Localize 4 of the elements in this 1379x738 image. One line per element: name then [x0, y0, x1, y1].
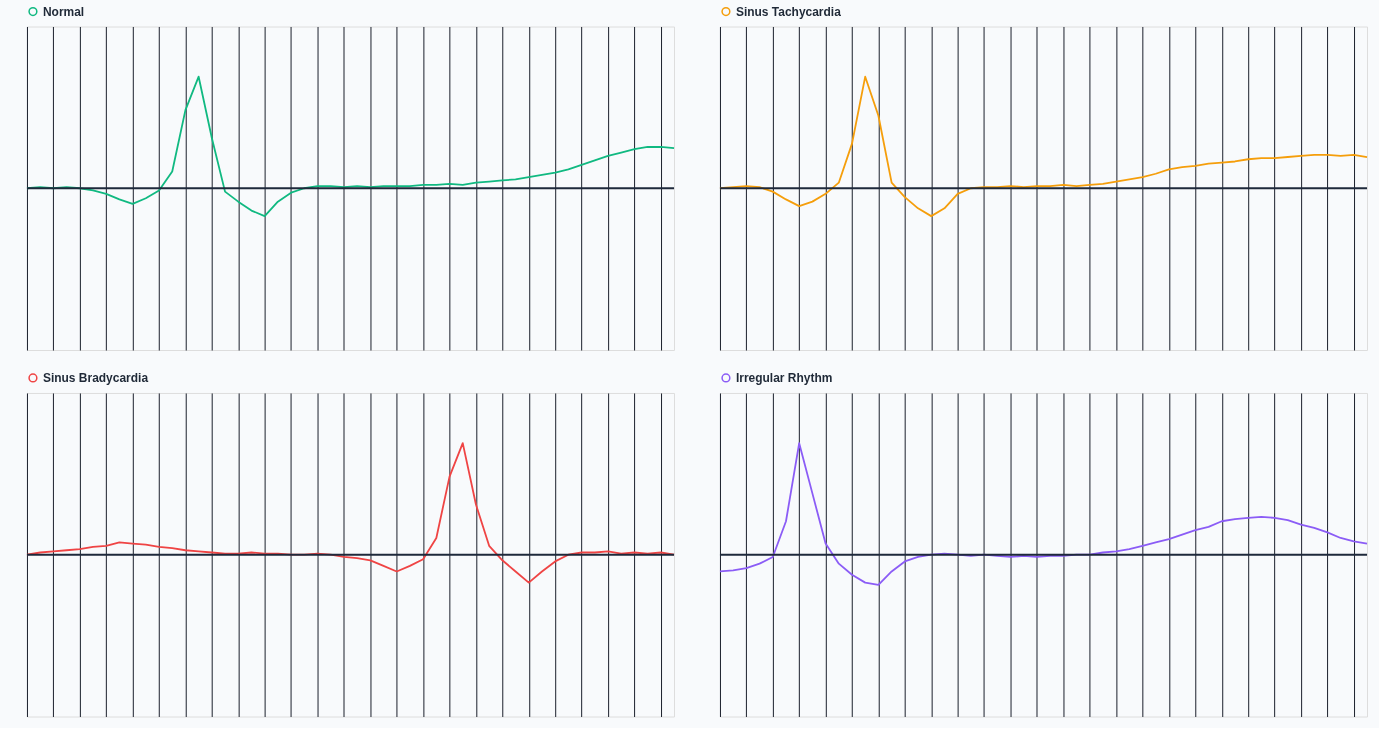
- legend-label: Normal: [42, 4, 85, 19]
- legend-label: Sinus Tachycardia: [735, 4, 842, 19]
- legend-label: Sinus Bradycardia: [42, 370, 149, 385]
- legend-label: Irregular Rhythm: [735, 370, 833, 385]
